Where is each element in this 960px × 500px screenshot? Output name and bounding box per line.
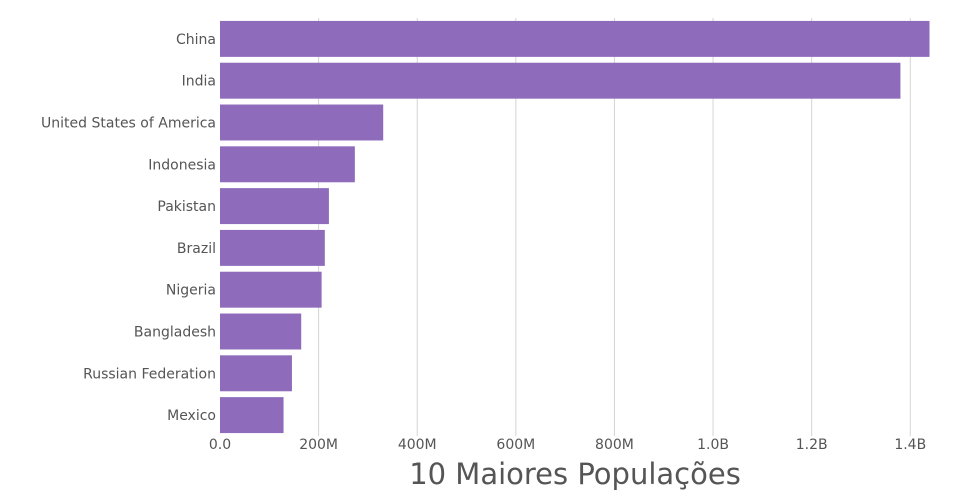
category-label: India xyxy=(182,74,216,90)
bar[interactable] xyxy=(220,146,355,183)
category-labels: China India United States of America Indone… xyxy=(41,32,216,424)
category-label: Nigeria xyxy=(166,283,216,299)
x-tick-label: 400M xyxy=(398,437,437,453)
x-tick-label: 800M xyxy=(595,437,634,453)
x-axis-title: 10 Maiores Populações xyxy=(409,457,741,491)
bar[interactable] xyxy=(220,271,322,308)
x-tick-label: 0.0 xyxy=(209,437,231,453)
category-label: China xyxy=(176,32,216,48)
category-label: Mexico xyxy=(167,408,216,424)
x-tick-label: 200M xyxy=(299,437,338,453)
bar[interactable] xyxy=(220,104,384,141)
bar[interactable] xyxy=(220,188,329,225)
bar-layer xyxy=(220,20,930,434)
x-tick-label: 1.2B xyxy=(796,437,828,453)
bar[interactable] xyxy=(220,229,325,266)
category-label: Bangladesh xyxy=(134,325,216,341)
x-tick-label: 1.4B xyxy=(894,437,926,453)
category-label: United States of America xyxy=(41,116,216,132)
category-label: Pakistan xyxy=(157,199,216,215)
x-tick-labels: 0.0 200M 400M 600M 800M 1.0B 1.2B 1.4B xyxy=(209,437,926,453)
category-label: Brazil xyxy=(177,241,216,257)
bar[interactable] xyxy=(220,355,292,392)
bar[interactable] xyxy=(220,313,302,350)
category-label: Russian Federation xyxy=(83,366,216,382)
x-tick-label: 600M xyxy=(496,437,535,453)
bar[interactable] xyxy=(220,62,901,99)
x-tick-label: 1.0B xyxy=(697,437,729,453)
bar[interactable] xyxy=(220,397,284,434)
bar[interactable] xyxy=(220,20,930,57)
category-label: Indonesia xyxy=(148,157,216,173)
